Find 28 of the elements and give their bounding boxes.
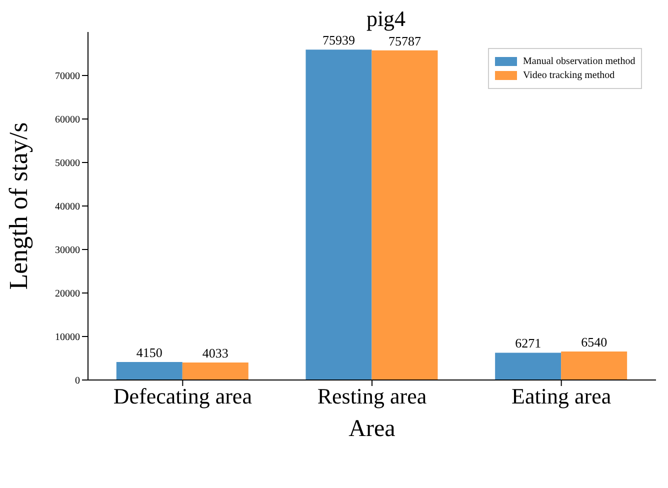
data-label: 6540 [581, 334, 608, 350]
y-tick-label: 50000 [55, 158, 80, 170]
data-label: 6271 [515, 336, 542, 351]
x-axis-title: Area [348, 416, 396, 442]
x-tick-label: Eating area [512, 384, 612, 409]
x-tick-label: Defecating area [113, 384, 252, 409]
chart-title: pig4 [366, 6, 406, 31]
legend-label: Video tracking method [523, 70, 615, 81]
y-tick-label: 0 [75, 376, 80, 387]
data-label: 75787 [388, 33, 422, 48]
y-tick-label: 40000 [55, 202, 80, 213]
data-label: 4033 [202, 345, 228, 360]
data-label: 4150 [136, 344, 162, 360]
data-label: 75939 [322, 32, 355, 48]
y-tick-label: 60000 [55, 114, 80, 126]
bar [372, 50, 438, 380]
bar [495, 352, 562, 380]
x-tick-label: Resting area [317, 384, 427, 409]
y-tick-label: 20000 [55, 288, 80, 300]
y-tick-label: 30000 [55, 245, 80, 256]
bar [116, 362, 182, 380]
bar [561, 352, 628, 380]
y-tick-label: 70000 [55, 71, 80, 82]
legend-label: Manual observation method [523, 56, 636, 67]
bar [182, 362, 248, 380]
y-axis-title: Length of stay/s [4, 122, 34, 290]
y-tick-label: 10000 [55, 332, 80, 344]
bar [306, 50, 372, 380]
